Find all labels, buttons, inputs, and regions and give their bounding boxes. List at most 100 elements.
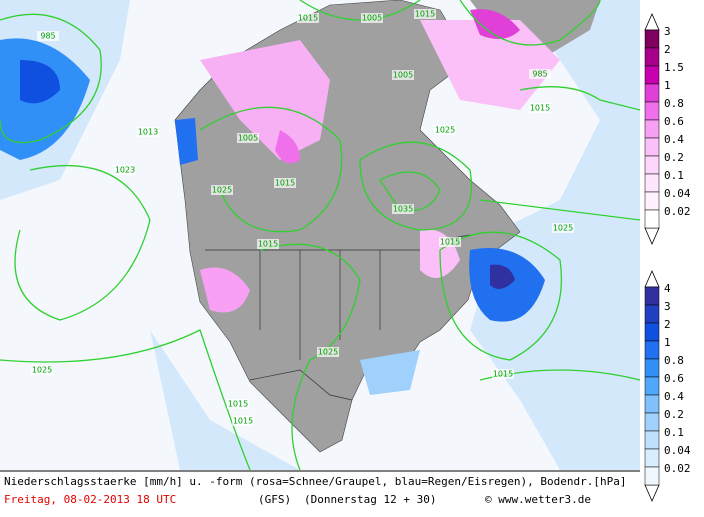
caption-model: (GFS) [258,493,291,506]
legend-swatch [644,286,660,306]
caption-date: Freitag, 08-02-2013 18 UTC [4,493,176,506]
isobars [0,0,641,471]
isobar-label-bg [227,399,249,409]
colorbar-frame [644,13,660,502]
snow-precip [200,9,560,313]
isobar-label: 1025 [435,126,455,135]
legend-swatch [644,155,660,175]
caption-source: © www.wetter3.de [485,493,591,506]
caption-line: Niederschlagsstaerke [mm/h] u. -form (ro… [4,475,627,488]
isobar-label-bg [297,13,319,23]
isobar-label: 1015 [415,10,435,19]
isobar-label-bg [414,9,436,19]
legend-swatch [644,466,660,486]
legend-label: 0.6 [664,115,684,128]
legend-label: 3 [664,25,671,38]
isobar-label-bg [392,204,414,214]
legend-label: 0.02 [664,462,691,475]
legend-swatch [644,65,660,85]
isobar-label: 1015 [493,370,513,379]
legend-swatch [644,173,660,193]
legend-swatch [644,448,660,468]
isobar-label: 1005 [393,71,413,80]
legend-label: 0.04 [664,444,691,457]
isobar-label: 1005 [362,14,382,23]
legend-label: 2 [664,318,671,331]
legend-label: 0.4 [664,390,684,403]
legend-label: 0.2 [664,151,684,164]
isobar-label: 1025 [553,224,573,233]
isobar-label-bg [361,13,383,23]
isobar-label-bg [257,239,279,249]
legend-label: 1 [664,79,671,92]
legend-swatch [644,376,660,396]
isobar-label: 1015 [258,240,278,249]
isobar-label: 1015 [298,14,318,23]
legend-swatch [644,394,660,414]
isobar-label-bg [552,223,574,233]
isobar-label: 985 [40,32,55,41]
legend-swatch [644,322,660,342]
legend-swatch [644,412,660,432]
isobar-label: 1015 [440,238,460,247]
legend-swatch [644,358,660,378]
isobar-label-bg [31,365,53,375]
isobar-label-bg [137,127,159,137]
legend-swatch [644,119,660,139]
legend-label: 0.6 [664,372,684,385]
legend-label: 0.04 [664,187,691,200]
legend-label: 0.4 [664,133,684,146]
isobar-label: 1025 [32,366,52,375]
isobar-label: 1023 [115,166,135,175]
legend-label: 0.2 [664,408,684,421]
legend-swatch [644,47,660,67]
isobar-label-bg [211,185,233,195]
isobar-label-bg [392,70,414,80]
legend-label: 0.1 [664,426,684,439]
isobar-label: 1013 [138,128,158,137]
caption-bg [0,470,640,513]
isobar-label-bg [232,416,254,426]
legend-label: 0.8 [664,354,684,367]
legend-swatch [644,101,660,121]
legend-label: 1 [664,336,671,349]
legend-swatch [644,29,660,49]
legend-swatch [644,209,660,229]
isobar-label-bg [439,237,461,247]
isobar-label: 1015 [275,179,295,188]
isobar-label-bg [274,178,296,188]
rain-precip [0,38,545,395]
legend-swatch [644,191,660,211]
isobar-label-bg [37,31,59,41]
isobar-label: 1015 [530,104,550,113]
isobar-label-bg [434,125,456,135]
legend-swatch [644,304,660,324]
legend-label: 4 [664,282,671,295]
legend-label: 3 [664,300,671,313]
isobar-label-bg [114,165,136,175]
isobar-label-bg [529,103,551,113]
isobar-label: 1025 [318,348,338,357]
legend-label: 0.02 [664,205,691,218]
legend-swatch [644,430,660,450]
isobar-label: 1025 [212,186,232,195]
isobar-label-bg [317,347,339,357]
legend-label: 2 [664,43,671,56]
legend-swatch [644,137,660,157]
legend-swatch [644,340,660,360]
caption-run: (Donnerstag 12 + 30) [304,493,436,506]
isobar-label: 985 [532,70,547,79]
isobar-label: 1005 [238,134,258,143]
isobar-label-bg [529,69,551,79]
legend-swatch [644,83,660,103]
legend-label: 1.5 [664,61,684,74]
legend-label: 0.8 [664,97,684,110]
legend-label: 0.1 [664,169,684,182]
isobar-label-bg [237,133,259,143]
isobar-label: 1015 [233,417,253,426]
isobar-label-bg [492,369,514,379]
isobar-label: 1015 [228,400,248,409]
isobar-label: 1035 [393,205,413,214]
